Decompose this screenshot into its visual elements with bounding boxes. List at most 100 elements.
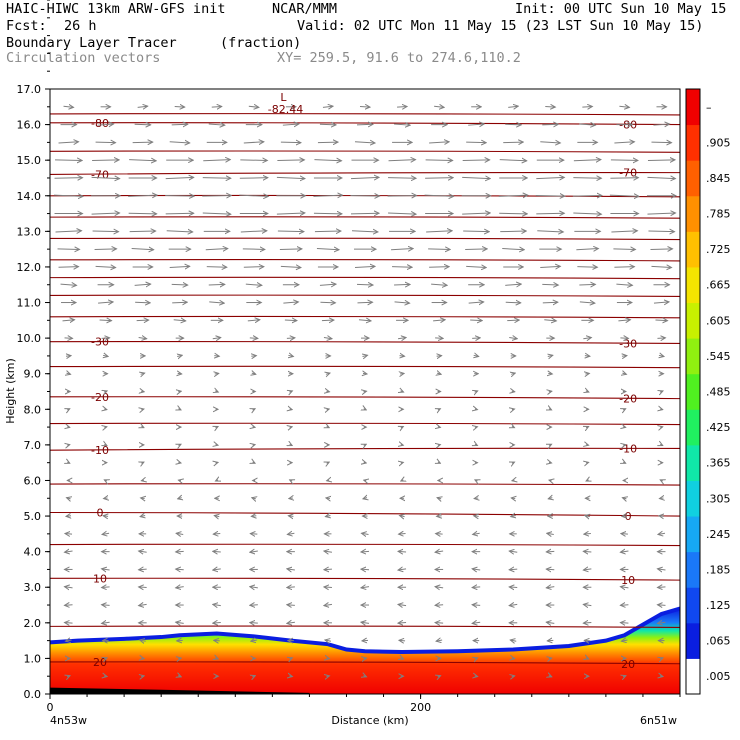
wind-vector (499, 213, 527, 214)
wind-vector (92, 160, 119, 161)
wind-vector (466, 266, 486, 267)
wind-vector (397, 338, 406, 339)
wind-vector (104, 480, 107, 481)
wind-vector (176, 551, 184, 552)
wind-vector (507, 320, 519, 321)
wind-vector (322, 106, 333, 107)
colorbar-label: .725 (706, 243, 731, 256)
wind-vector (239, 195, 268, 196)
wind-vector (97, 124, 114, 125)
contour-label: 0 (625, 510, 632, 523)
wind-vector (472, 622, 481, 623)
contour-label: 20 (93, 656, 107, 669)
wind-vector (140, 640, 146, 641)
temperature-contour-line (50, 171, 680, 175)
contour-label: -20 (619, 393, 637, 406)
contour-label: 0 (97, 507, 104, 520)
wind-vector (576, 249, 598, 250)
wind-vector (623, 676, 626, 677)
wind-vector (388, 178, 416, 179)
wind-vector (475, 676, 478, 677)
wind-vector (546, 551, 555, 552)
wind-vector (178, 391, 181, 392)
temperature-contour-line (50, 422, 680, 426)
wind-vector (622, 498, 626, 499)
wind-vector (512, 391, 515, 392)
wind-vector (586, 445, 589, 446)
wind-vector (141, 658, 144, 659)
wind-vector (586, 391, 589, 392)
wind-vector (286, 338, 295, 339)
wind-vector (137, 106, 148, 107)
wind-vector (250, 605, 258, 606)
wind-vector (216, 426, 219, 427)
colorbar-label: .545 (706, 350, 731, 363)
wind-vector (141, 426, 144, 427)
wind-vector (546, 622, 555, 623)
wind-vector (540, 266, 560, 267)
wind-vector (397, 106, 407, 107)
wind-vector (620, 623, 629, 624)
y-tick-label: 5.0 (24, 510, 42, 523)
wind-vector (324, 587, 332, 588)
x-axis-label: Distance (km) (331, 714, 408, 727)
colorbar-swatch (686, 622, 700, 659)
wind-vector (400, 373, 404, 374)
wind-vector (214, 640, 220, 641)
wind-vector (546, 587, 555, 588)
wind-vector (176, 533, 184, 534)
wind-vector (465, 249, 487, 250)
wind-vector (548, 373, 552, 374)
wind-vector (616, 284, 632, 285)
wind-vector (651, 266, 671, 267)
wind-vector (314, 160, 341, 161)
wind-vector (178, 462, 181, 463)
wind-vector (472, 338, 480, 339)
wind-vector (327, 409, 330, 410)
wind-vector (54, 178, 83, 179)
wind-vector (545, 106, 555, 107)
wind-vector (584, 534, 591, 535)
wind-vector (363, 498, 367, 499)
wind-vector (91, 213, 120, 214)
wind-vector (239, 178, 268, 179)
wind-vector (549, 391, 552, 392)
wind-vector (326, 676, 329, 677)
wind-vector (623, 445, 626, 446)
colorbar-swatch (686, 658, 700, 695)
wind-vector (657, 605, 666, 606)
wind-vector (540, 142, 560, 143)
wind-vector (213, 534, 221, 535)
contour-label: 10 (621, 574, 635, 587)
wind-vector (289, 658, 292, 659)
wind-vector (103, 355, 108, 356)
wind-vector (243, 267, 264, 268)
wind-vector (613, 249, 635, 250)
wind-vector (401, 445, 404, 446)
wind-vector (327, 462, 330, 463)
temperature-contour-line (50, 447, 680, 451)
colorbar-label: .245 (706, 528, 731, 541)
colorbar-label: .065 (706, 635, 731, 648)
wind-vector (216, 445, 219, 446)
temperature-contour-line (50, 258, 680, 262)
wind-vector (659, 516, 664, 517)
wind-vector (327, 426, 330, 427)
wind-vector (542, 124, 558, 125)
wind-vector (400, 356, 405, 357)
wind-vector (611, 231, 637, 232)
wind-vector (174, 106, 185, 107)
wind-vector (277, 160, 304, 161)
wind-vector (426, 231, 452, 232)
wind-vector (240, 160, 267, 161)
colorbar-label: .845 (706, 172, 731, 185)
wind-vector (398, 604, 407, 605)
x-start-location: 4n53w (50, 714, 87, 727)
wind-vector (437, 498, 441, 499)
wind-vector (583, 569, 592, 570)
y-tick-label: 2.0 (24, 617, 42, 630)
y-tick-label: 13.0 (17, 225, 42, 238)
wind-vector (618, 320, 630, 321)
wind-vector (102, 605, 110, 606)
colorbar-label: .185 (706, 563, 731, 576)
